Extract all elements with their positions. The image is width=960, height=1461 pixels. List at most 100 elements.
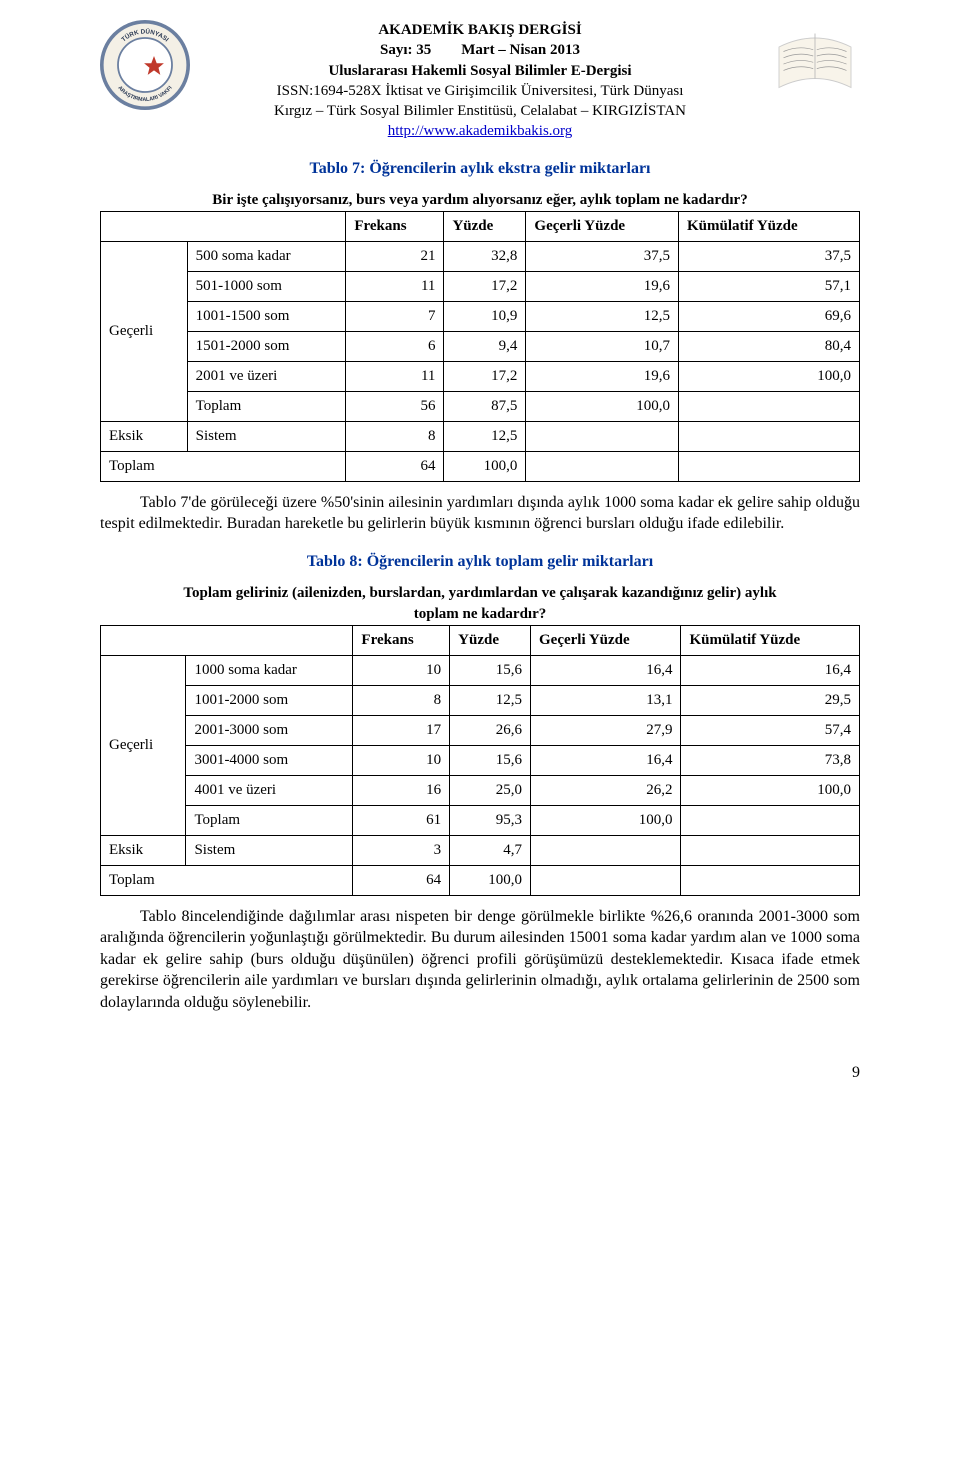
cell: 26,2 [531, 775, 681, 805]
table7-col-kumulatif: Kümülatif Yüzde [678, 211, 859, 241]
header-text-block: AKADEMİK BAKIŞ DERGİSİ Sayı: 35 Mart – N… [200, 20, 760, 142]
table-row: 2001-3000 som 17 26,6 27,9 57,4 [101, 715, 860, 745]
cell: 37,5 [526, 241, 679, 271]
cell: 8 [353, 685, 450, 715]
table8-title: Tablo 8: Öğrencilerin aylık toplam gelir… [100, 553, 860, 571]
table8-col-yuzde: Yüzde [450, 625, 531, 655]
cell: 10 [353, 745, 450, 775]
cell: 16,4 [531, 655, 681, 685]
cell-label: 2001-3000 som [186, 715, 353, 745]
cell: 64 [346, 451, 444, 481]
table7-col-gecerli: Geçerli Yüzde [526, 211, 679, 241]
table-row: Toplam 56 87,5 100,0 [101, 391, 860, 421]
issue-date: Mart – Nisan 2013 [461, 42, 580, 58]
table7-group-label: Geçerli [101, 241, 188, 421]
cell: 100,0 [681, 775, 860, 805]
cell [678, 421, 859, 451]
table-row: 1001-2000 som 8 12,5 13,1 29,5 [101, 685, 860, 715]
cell [531, 865, 681, 895]
cell: 15,6 [450, 655, 531, 685]
cell: 25,0 [450, 775, 531, 805]
cell-group: Eksik [101, 421, 188, 451]
journal-issue-line: Sayı: 35 Mart – Nisan 2013 [200, 40, 760, 60]
table7: Frekans Yüzde Geçerli Yüzde Kümülatif Yü… [100, 211, 860, 482]
cell: 10,9 [444, 301, 526, 331]
cell [681, 835, 860, 865]
journal-subtitle: Uluslararası Hakemli Sosyal Bilimler E-D… [200, 61, 760, 81]
cell: 12,5 [526, 301, 679, 331]
cell-label: Toplam [186, 805, 353, 835]
cell: 19,6 [526, 361, 679, 391]
cell: 17,2 [444, 361, 526, 391]
table7-col-yuzde: Yüzde [444, 211, 526, 241]
cell: 64 [353, 865, 450, 895]
cell: 100,0 [678, 361, 859, 391]
cell: 3 [353, 835, 450, 865]
cell [678, 451, 859, 481]
cell: 61 [353, 805, 450, 835]
paragraph-after-table7: Tablo 7'de görüleceği üzere %50'sinin ai… [100, 492, 860, 535]
cell-label: 1001-2000 som [186, 685, 353, 715]
table7-corner [101, 211, 346, 241]
cell: 32,8 [444, 241, 526, 271]
cell: 73,8 [681, 745, 860, 775]
table7-col-frekans: Frekans [346, 211, 444, 241]
table8-caption-line2: toplam ne kadardır? [100, 606, 860, 623]
cell: 11 [346, 271, 444, 301]
cell: 12,5 [444, 421, 526, 451]
cell [531, 835, 681, 865]
table8-header-row: Frekans Yüzde Geçerli Yüzde Kümülatif Yü… [101, 625, 860, 655]
table-row: 1501-2000 som 6 9,4 10,7 80,4 [101, 331, 860, 361]
cell: 9,4 [444, 331, 526, 361]
table-row: Toplam 61 95,3 100,0 [101, 805, 860, 835]
issue-number: Sayı: 35 [380, 42, 431, 58]
cell: 4,7 [450, 835, 531, 865]
cell-label: Sistem [186, 835, 353, 865]
cell: 10 [353, 655, 450, 685]
table8: Frekans Yüzde Geçerli Yüzde Kümülatif Yü… [100, 625, 860, 896]
cell [678, 391, 859, 421]
cell-label: Toplam [187, 391, 346, 421]
cell-group: Eksik [101, 835, 186, 865]
table-row-total: Toplam 64 100,0 [101, 865, 860, 895]
cell: 7 [346, 301, 444, 331]
table8-col-frekans: Frekans [353, 625, 450, 655]
cell: 100,0 [450, 865, 531, 895]
cell: 21 [346, 241, 444, 271]
cell-label: 1000 soma kadar [186, 655, 353, 685]
cell-label: 4001 ve üzeri [186, 775, 353, 805]
table8-caption-line1: Toplam geliriniz (ailenizden, burslardan… [100, 585, 860, 602]
logo-left: TÜRK DÜNYASI ARAŞTIRMALARI VAKFI [100, 20, 190, 110]
cell-label: 1001-1500 som [187, 301, 346, 331]
cell-label: Sistem [187, 421, 346, 451]
cell-label: 2001 ve üzeri [187, 361, 346, 391]
cell: 27,9 [531, 715, 681, 745]
cell: 87,5 [444, 391, 526, 421]
table8-col-kumulatif: Kümülatif Yüzde [681, 625, 860, 655]
table8-corner [101, 625, 353, 655]
cell: 56 [346, 391, 444, 421]
table-row: 4001 ve üzeri 16 25,0 26,2 100,0 [101, 775, 860, 805]
journal-institute: Kırgız – Türk Sosyal Bilimler Enstitüsü,… [200, 101, 760, 121]
table-row: Geçerli 1000 soma kadar 10 15,6 16,4 16,… [101, 655, 860, 685]
cell: 16,4 [531, 745, 681, 775]
cell: 95,3 [450, 805, 531, 835]
cell: 12,5 [450, 685, 531, 715]
cell: 16,4 [681, 655, 860, 685]
cell: 11 [346, 361, 444, 391]
table7-caption: Bir işte çalışıyorsanız, burs veya yardı… [100, 192, 860, 209]
table-row: 2001 ve üzeri 11 17,2 19,6 100,0 [101, 361, 860, 391]
cell: 26,6 [450, 715, 531, 745]
cell: 100,0 [444, 451, 526, 481]
cell-label: Toplam [101, 451, 346, 481]
journal-link[interactable]: http://www.akademikbakis.org [388, 123, 573, 139]
cell: 8 [346, 421, 444, 451]
page-number: 9 [100, 1064, 860, 1082]
cell: 37,5 [678, 241, 859, 271]
table-row: Geçerli 500 soma kadar 21 32,8 37,5 37,5 [101, 241, 860, 271]
cell: 10,7 [526, 331, 679, 361]
paragraph-after-table8: Tablo 8incelendiğinde dağılımlar arası n… [100, 906, 860, 1014]
cell: 6 [346, 331, 444, 361]
table-row-total: Toplam 64 100,0 [101, 451, 860, 481]
cell [681, 805, 860, 835]
